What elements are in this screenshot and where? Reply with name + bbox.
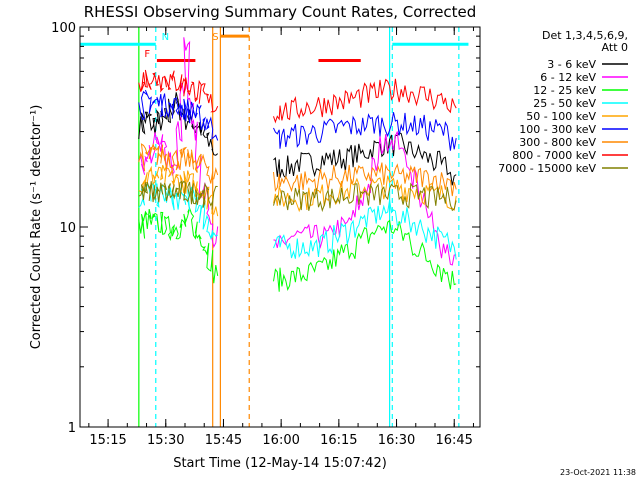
- flag-label-0: N: [162, 32, 169, 43]
- series-line-1: [138, 37, 457, 266]
- legend-label-5: 100 - 300 keV: [519, 123, 596, 136]
- legend-label-7: 800 - 7000 keV: [512, 149, 596, 162]
- x-tick-label-2: 15:45: [205, 433, 242, 448]
- legend-label-6: 300 - 800 keV: [519, 136, 596, 149]
- legend-label-0: 3 - 6 keV: [547, 58, 596, 71]
- series-line-0: [138, 92, 457, 186]
- x-tick-label-0: 15:15: [89, 433, 126, 448]
- series-line-8: [138, 69, 457, 124]
- legend-label-8: 7000 - 15000 keV: [498, 162, 596, 175]
- legend-label-3: 25 - 50 keV: [533, 97, 596, 110]
- x-axis-label: Start Time (12-May-14 15:07:42): [173, 456, 387, 471]
- chart-title: RHESSI Observing Summary Count Rates, Co…: [84, 3, 477, 21]
- series-line-2: [138, 206, 457, 292]
- x-axis: 15:15 15:30 15:45 16:00 16:15 16:30 16:45: [88, 27, 474, 448]
- legend-header-line-1: Det 1,3,4,5,6,9,: [542, 29, 628, 42]
- x-tick-label-6: 16:45: [435, 433, 472, 448]
- flag-label-2: F: [144, 49, 150, 60]
- x-tick-label-1: 15:30: [147, 433, 184, 448]
- series-line-5: [138, 89, 457, 151]
- legend-header-line-2: Att 0: [602, 41, 628, 54]
- legend-label-4: 50 - 100 keV: [526, 110, 596, 123]
- x-tick-label-5: 16:30: [378, 433, 415, 448]
- series-line-6: [138, 142, 457, 197]
- y-tick-label-2: 100: [51, 21, 76, 36]
- y-tick-label-0: 1: [68, 421, 76, 436]
- x-tick-label-4: 16:15: [320, 433, 357, 448]
- footer-date: 23-Oct-2021 11:38: [560, 468, 636, 477]
- y-axis: 1 10 100: [51, 21, 480, 436]
- series-line-7: [138, 180, 457, 213]
- y-tick-label-1: 10: [59, 221, 76, 236]
- legend-label-2: 12 - 25 keV: [533, 84, 596, 97]
- x-tick-label-3: 16:00: [262, 433, 299, 448]
- y-axis-label: Corrected Count Rate (s⁻¹ detector⁻¹): [29, 105, 44, 350]
- legend-label-1: 6 - 12 keV: [540, 71, 596, 84]
- plot-area: N S F: [80, 27, 469, 427]
- series-line-4: [138, 164, 457, 217]
- flag-label-1: S: [212, 32, 218, 43]
